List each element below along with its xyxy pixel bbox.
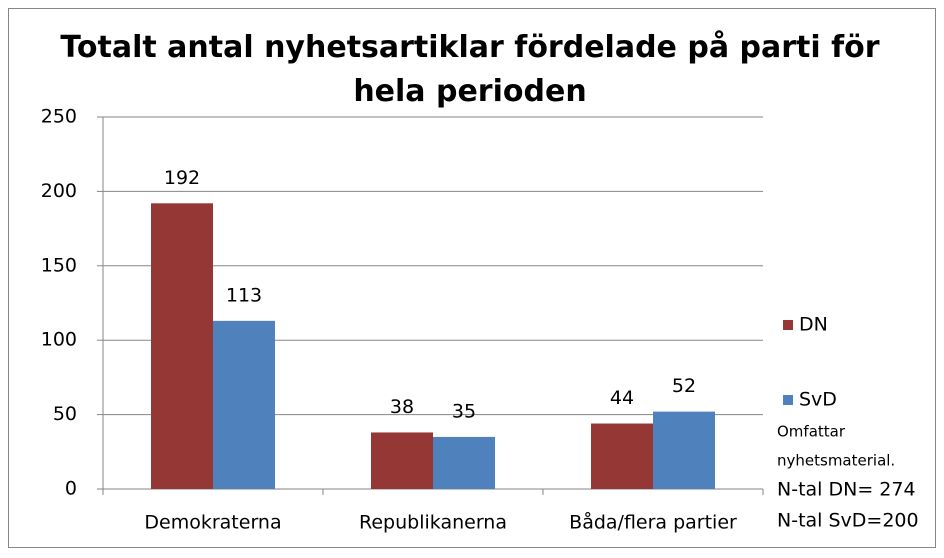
bar bbox=[433, 436, 495, 489]
value-label: 113 bbox=[226, 284, 262, 306]
y-tick-label: 100 bbox=[41, 329, 77, 351]
y-tick-label: 150 bbox=[41, 254, 77, 276]
bar bbox=[591, 423, 653, 489]
legend-swatch bbox=[783, 395, 793, 405]
bar bbox=[653, 411, 715, 489]
x-tick-label: Republikanerna bbox=[359, 512, 507, 534]
chart-title: Totalt antal nyhetsartiklar fördelade på… bbox=[60, 30, 880, 109]
legend-swatch bbox=[783, 320, 793, 330]
x-tick-label: Båda/flera partier bbox=[569, 511, 737, 534]
bar bbox=[371, 432, 433, 489]
y-tick-label: 250 bbox=[41, 106, 77, 128]
y-tick-label: 0 bbox=[65, 478, 77, 500]
value-label: 38 bbox=[390, 396, 414, 418]
annotation: N-tal SvD=200 bbox=[777, 510, 919, 532]
value-label: 52 bbox=[672, 375, 696, 397]
annotation: N-tal DN= 274 bbox=[777, 479, 916, 501]
y-tick-label: 200 bbox=[41, 180, 77, 202]
legend-label: DN bbox=[799, 314, 828, 336]
annotation: nyhetsmaterial. bbox=[777, 452, 895, 470]
value-label: 35 bbox=[452, 400, 476, 422]
value-label: 192 bbox=[164, 167, 200, 189]
bar bbox=[213, 320, 275, 489]
legend-label: SvD bbox=[799, 389, 837, 411]
y-tick-label: 50 bbox=[53, 403, 77, 425]
bar bbox=[151, 203, 213, 489]
x-tick-label: Demokraterna bbox=[144, 512, 281, 534]
annotation: Omfattar bbox=[777, 423, 846, 441]
value-label: 44 bbox=[610, 387, 634, 409]
